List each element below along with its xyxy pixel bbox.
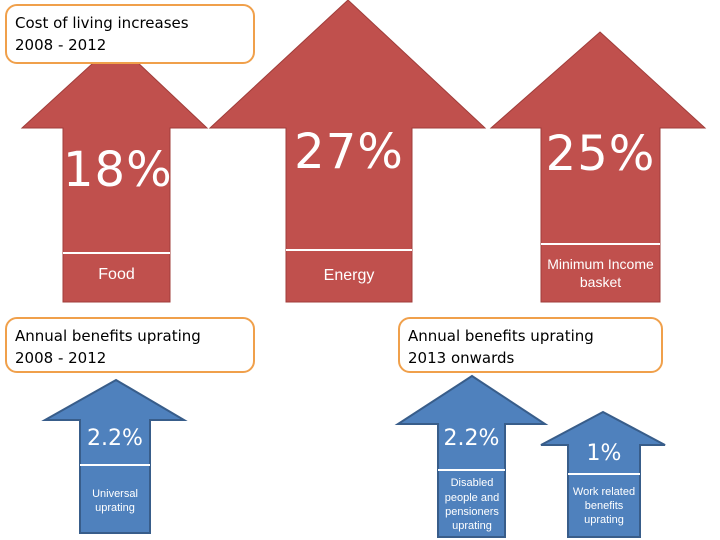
- cost-of-living-period: 2008 - 2012: [15, 36, 107, 54]
- work-related-percent: 1%: [586, 441, 622, 466]
- blue-arrow-universal: [41, 378, 188, 534]
- red-arrow-energy: [208, 0, 487, 303]
- minimum-income-percent: 25%: [545, 126, 656, 182]
- energy-label: Energy: [323, 266, 375, 284]
- food-percent: 18%: [63, 142, 173, 198]
- universal-percent: 2.2%: [87, 426, 143, 451]
- disabled-pensioners-percent: 2.2%: [443, 426, 500, 451]
- benefits-2008-title: Annual benefits uprating: [15, 327, 201, 345]
- cost-of-living-callout: Cost of living increases 2008 - 2012: [5, 4, 255, 64]
- red-arrow-minimum-income: [489, 31, 707, 303]
- red-arrow-food: [20, 41, 209, 303]
- blue-arrow-disabled-pensioners: [394, 374, 549, 538]
- benefits-2008-period: 2008 - 2012: [15, 349, 107, 367]
- cost-of-living-title: Cost of living increases: [15, 14, 189, 32]
- benefits-2013-callout: Annual benefits uprating 2013 onwards: [398, 317, 663, 373]
- minimum-income-label: Minimum Income basket: [547, 255, 654, 290]
- food-label: Food: [98, 265, 135, 283]
- benefits-2013-title: Annual benefits uprating: [408, 327, 594, 345]
- energy-percent: 27%: [294, 124, 404, 180]
- benefits-2008-callout: Annual benefits uprating 2008 - 2012: [5, 317, 255, 373]
- work-related-label: Work related benefits uprating: [572, 485, 636, 527]
- disabled-pensioners-label: Disabled people and pensioners uprating: [444, 477, 500, 533]
- universal-label: Universal uprating: [92, 487, 138, 514]
- benefits-2013-period: 2013 onwards: [408, 349, 515, 367]
